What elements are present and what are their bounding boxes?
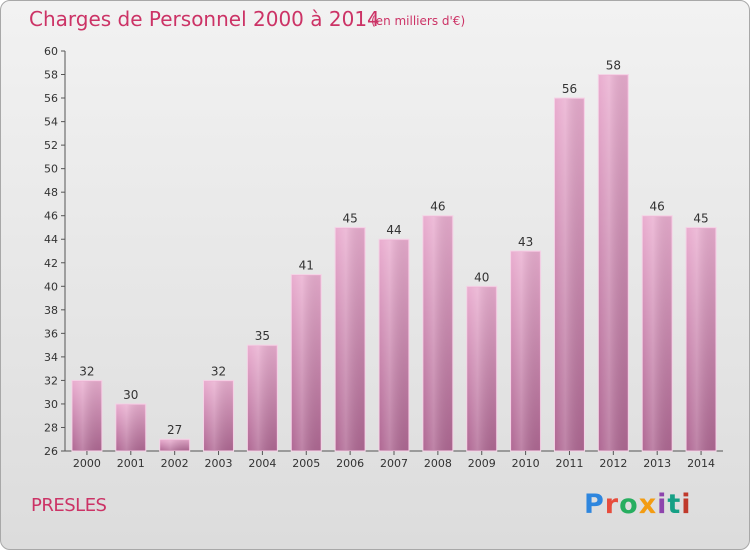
- x-tick-label: 2009: [468, 457, 496, 470]
- bar-value-label: 46: [430, 200, 445, 214]
- bar-shine: [248, 346, 277, 450]
- bar-shine: [511, 252, 540, 450]
- bar: [422, 215, 454, 452]
- bar: [597, 74, 629, 452]
- y-tick-label: 46: [44, 210, 58, 223]
- chart-title: Charges de Personnel 2000 à 2014: [29, 7, 380, 31]
- proxiti-logo[interactable]: Proxiti: [584, 489, 692, 520]
- y-tick-label: 56: [44, 92, 58, 105]
- chart-x-ticks: 2000 2001 2002 2003 2004 2005 2006 2007 2008 2009…: [73, 451, 715, 470]
- bar: [246, 344, 278, 452]
- bar-value-label: 41: [299, 259, 314, 273]
- bar: [159, 438, 191, 452]
- bar-shine: [336, 228, 365, 450]
- bar-shine: [687, 228, 716, 450]
- y-tick-label: 28: [44, 421, 58, 434]
- bar-shine: [292, 275, 321, 450]
- bar-value-label: 40: [474, 270, 489, 284]
- bar-shine: [116, 404, 145, 450]
- commune-name: PRESLES: [31, 495, 107, 516]
- bar-shine: [467, 287, 496, 450]
- logo-letter: x: [638, 489, 658, 520]
- bar-value-label: 45: [342, 211, 357, 225]
- bar: [203, 379, 235, 452]
- y-tick-label: 36: [44, 327, 58, 340]
- bar-shine: [204, 381, 233, 450]
- bar-shine: [160, 440, 189, 450]
- x-tick-label: 2010: [512, 457, 540, 470]
- bar: [685, 226, 717, 452]
- bar-value-label: 56: [562, 82, 577, 96]
- y-tick-label: 34: [44, 351, 58, 364]
- bar-value-label: 58: [606, 59, 621, 73]
- bar-value-label: 32: [211, 364, 226, 378]
- chart-data-labels: 32 30 27 32 35 41 45 44 46 40 43 56 58 46 45: [79, 59, 708, 438]
- x-tick-label: 2003: [205, 457, 233, 470]
- logo-letter: i: [681, 489, 692, 520]
- logo-letter: i: [657, 489, 668, 520]
- x-tick-label: 2013: [643, 457, 671, 470]
- bar: [71, 379, 103, 452]
- bar-value-label: 30: [123, 388, 138, 402]
- bar-value-label: 44: [386, 223, 401, 237]
- y-tick-label: 60: [44, 45, 58, 58]
- bar-shine: [423, 216, 452, 450]
- x-tick-label: 2006: [336, 457, 364, 470]
- bar-value-label: 46: [650, 200, 665, 214]
- bar-value-label: 45: [693, 211, 708, 225]
- x-tick-label: 2000: [73, 457, 101, 470]
- bar-value-label: 35: [255, 329, 270, 343]
- x-tick-label: 2011: [555, 457, 583, 470]
- chart-subtitle: (en milliers d'€): [371, 14, 466, 28]
- x-tick-label: 2001: [117, 457, 145, 470]
- logo-letter: P: [584, 489, 605, 520]
- bar: [334, 226, 366, 452]
- logo-letter: r: [604, 489, 620, 520]
- x-tick-label: 2014: [687, 457, 715, 470]
- bar-shine: [72, 381, 101, 450]
- x-tick-label: 2007: [380, 457, 408, 470]
- bar-value-label: 27: [167, 423, 182, 437]
- y-tick-label: 32: [44, 374, 58, 387]
- bar: [510, 250, 542, 452]
- x-tick-label: 2004: [248, 457, 276, 470]
- y-tick-label: 42: [44, 257, 58, 270]
- y-tick-label: 40: [44, 280, 58, 293]
- bar-shine: [599, 75, 628, 450]
- bar: [378, 238, 410, 452]
- y-tick-label: 44: [44, 233, 58, 246]
- bar: [553, 97, 585, 452]
- bar: [290, 274, 322, 452]
- chart-bars: [71, 74, 717, 452]
- y-tick-label: 54: [44, 116, 58, 129]
- y-tick-label: 50: [44, 163, 58, 176]
- x-tick-label: 2002: [161, 457, 189, 470]
- y-tick-label: 30: [44, 398, 58, 411]
- bar: [641, 215, 673, 452]
- bar-shine: [555, 99, 584, 450]
- logo-letter: t: [667, 489, 682, 520]
- y-tick-label: 26: [44, 445, 58, 458]
- y-tick-label: 58: [44, 69, 58, 82]
- chart-y-ticks: 26 28 30 32 34 36 38 40 42 44 46 48 50 52 54 56 58 60: [44, 45, 65, 458]
- bar: [466, 285, 498, 452]
- y-tick-label: 52: [44, 139, 58, 152]
- y-tick-label: 48: [44, 186, 58, 199]
- bar-shine: [643, 216, 672, 450]
- bar-value-label: 32: [79, 364, 94, 378]
- bar: [115, 403, 147, 452]
- x-tick-label: 2012: [599, 457, 627, 470]
- x-tick-label: 2005: [292, 457, 320, 470]
- y-tick-label: 38: [44, 304, 58, 317]
- x-tick-label: 2008: [424, 457, 452, 470]
- bar-value-label: 43: [518, 235, 533, 249]
- logo-letter: o: [619, 489, 639, 520]
- bar-shine: [380, 240, 408, 450]
